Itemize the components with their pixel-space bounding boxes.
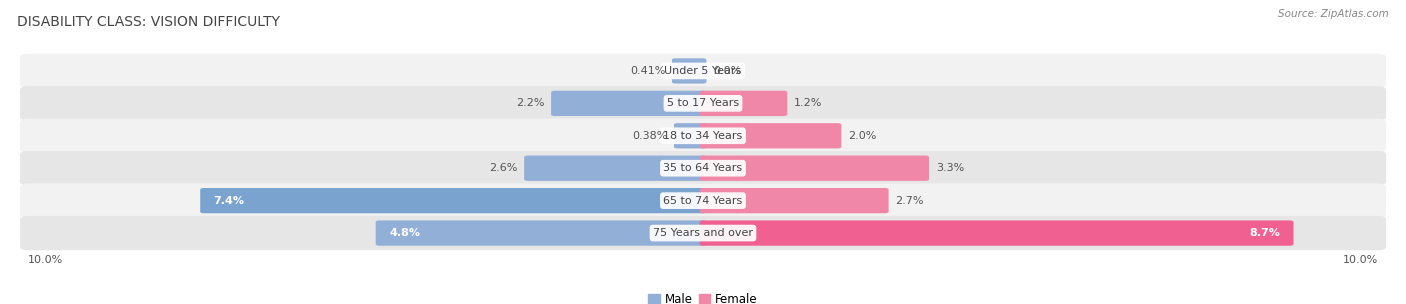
FancyBboxPatch shape <box>551 91 706 116</box>
Text: 0.38%: 0.38% <box>631 131 668 141</box>
Text: 4.8%: 4.8% <box>389 228 420 238</box>
FancyBboxPatch shape <box>700 91 787 116</box>
Text: DISABILITY CLASS: VISION DIFFICULTY: DISABILITY CLASS: VISION DIFFICULTY <box>17 15 280 29</box>
Text: 2.7%: 2.7% <box>896 196 924 206</box>
Text: 35 to 64 Years: 35 to 64 Years <box>664 163 742 173</box>
Text: 65 to 74 Years: 65 to 74 Years <box>664 196 742 206</box>
FancyBboxPatch shape <box>20 183 1386 218</box>
Text: 10.0%: 10.0% <box>1343 255 1378 265</box>
Text: 3.3%: 3.3% <box>936 163 965 173</box>
FancyBboxPatch shape <box>700 123 841 148</box>
Text: 0.0%: 0.0% <box>713 66 741 76</box>
Text: Under 5 Years: Under 5 Years <box>665 66 741 76</box>
Text: 18 to 34 Years: 18 to 34 Years <box>664 131 742 141</box>
Text: 2.6%: 2.6% <box>489 163 517 173</box>
FancyBboxPatch shape <box>20 151 1386 185</box>
FancyBboxPatch shape <box>20 86 1386 121</box>
Text: 2.0%: 2.0% <box>848 131 876 141</box>
FancyBboxPatch shape <box>524 156 706 181</box>
Text: Source: ZipAtlas.com: Source: ZipAtlas.com <box>1278 9 1389 19</box>
FancyBboxPatch shape <box>673 123 706 148</box>
FancyBboxPatch shape <box>672 58 706 84</box>
FancyBboxPatch shape <box>375 220 706 246</box>
Text: 2.2%: 2.2% <box>516 98 544 108</box>
FancyBboxPatch shape <box>20 119 1386 153</box>
FancyBboxPatch shape <box>200 188 706 213</box>
Text: 10.0%: 10.0% <box>28 255 63 265</box>
FancyBboxPatch shape <box>700 188 889 213</box>
FancyBboxPatch shape <box>20 54 1386 88</box>
Text: 0.41%: 0.41% <box>630 66 665 76</box>
Text: 5 to 17 Years: 5 to 17 Years <box>666 98 740 108</box>
Text: 8.7%: 8.7% <box>1249 228 1279 238</box>
Legend: Male, Female: Male, Female <box>648 293 758 304</box>
FancyBboxPatch shape <box>700 156 929 181</box>
Text: 75 Years and over: 75 Years and over <box>652 228 754 238</box>
FancyBboxPatch shape <box>20 216 1386 250</box>
Text: 7.4%: 7.4% <box>214 196 245 206</box>
FancyBboxPatch shape <box>700 220 1294 246</box>
Text: 1.2%: 1.2% <box>794 98 823 108</box>
